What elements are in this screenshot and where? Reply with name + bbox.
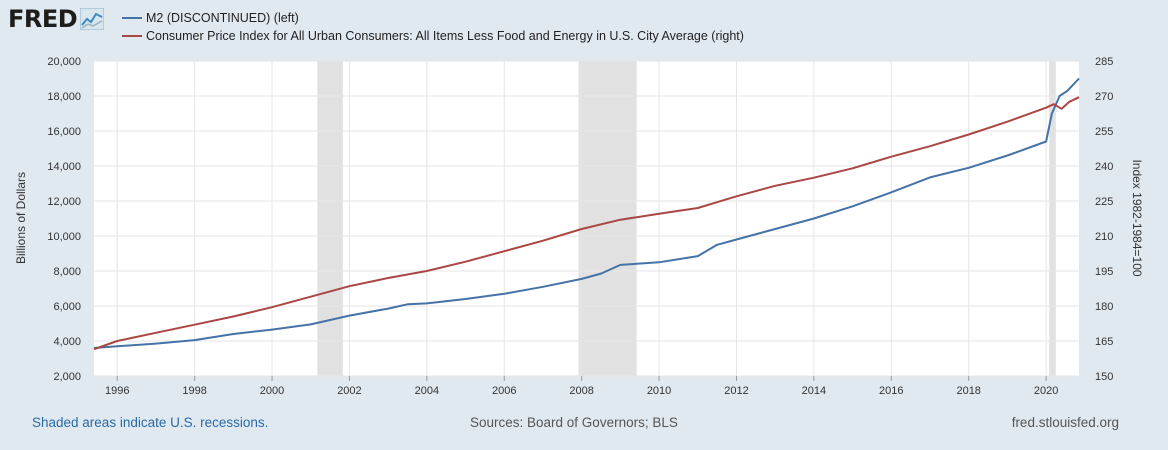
y-left-tick-label: 10,000 <box>47 231 81 243</box>
legend-item-cpi[interactable]: Consumer Price Index for All Urban Consu… <box>122 27 744 45</box>
recession-note-link[interactable]: Shaded areas indicate U.S. recessions. <box>32 415 269 430</box>
x-tick-label: 2006 <box>492 385 516 397</box>
y-left-tick-label: 2,000 <box>53 371 81 383</box>
legend-label-cpi: Consumer Price Index for All Urban Consu… <box>146 29 744 43</box>
grid-lines <box>94 60 1079 377</box>
series-line-m2 <box>93 77 1080 349</box>
y-left-axis-title: Billions of Dollars <box>14 172 28 264</box>
y-right-tick-label: 210 <box>1095 231 1113 243</box>
legend-label-m2: M2 (DISCONTINUED) (left) <box>146 11 299 25</box>
legend-swatch-cpi <box>122 35 142 37</box>
x-tick-label: 1998 <box>182 385 206 397</box>
y-right-tick-label: 255 <box>1095 126 1113 138</box>
y-right-axis-title: Index 1982-1984=100 <box>1130 159 1144 276</box>
legend-item-m2[interactable]: M2 (DISCONTINUED) (left) <box>122 9 744 27</box>
x-tick-label: 2008 <box>569 385 593 397</box>
recession-band-0 <box>317 61 343 376</box>
y-right-tick-label: 225 <box>1095 196 1113 208</box>
series-line-cpi <box>93 96 1080 351</box>
y-left-ticks: 2,000 4,000 6,000 8,000 10,000 12,000 14,000 16… <box>47 56 81 383</box>
chart-legend: M2 (DISCONTINUED) (left) Consumer Price … <box>122 9 744 45</box>
site-url[interactable]: fred.stlouisfed.org <box>1011 415 1119 430</box>
y-left-tick-label: 14,000 <box>47 161 81 173</box>
sources-text: Sources: Board of Governors; BLS <box>470 415 678 430</box>
y-right-ticks: 150 165 180 195 210 225 240 255 270 285 <box>1095 56 1113 383</box>
y-right-tick-label: 240 <box>1095 161 1113 173</box>
x-tick-label: 2010 <box>647 385 671 397</box>
x-tick-label: 2012 <box>724 385 748 397</box>
y-right-tick-label: 165 <box>1095 336 1113 348</box>
x-tick-label: 2000 <box>260 385 284 397</box>
y-left-tick-label: 16,000 <box>47 126 81 138</box>
x-tick-label: 2002 <box>337 385 361 397</box>
y-left-tick-label: 8,000 <box>53 266 81 278</box>
y-right-tick-label: 195 <box>1095 266 1113 278</box>
y-left-tick-label: 12,000 <box>47 196 81 208</box>
recession-band-2 <box>1049 61 1056 376</box>
x-tick-label: 2014 <box>802 385 826 397</box>
series-layer <box>93 77 1080 351</box>
y-right-tick-label: 150 <box>1095 371 1113 383</box>
y-left-tick-label: 6,000 <box>53 301 81 313</box>
logo-text: FRED <box>8 5 78 33</box>
y-right-tick-label: 180 <box>1095 301 1113 313</box>
line-chart-icon <box>80 8 105 30</box>
y-right-tick-label: 270 <box>1095 91 1113 103</box>
legend-swatch-m2 <box>122 17 142 19</box>
y-right-tick-label: 285 <box>1095 56 1113 68</box>
x-ticks: 1996 1998 2000 2002 2004 2006 2008 2010 2012 2014… <box>105 376 1058 397</box>
x-tick-label: 2004 <box>415 385 439 397</box>
x-tick-label: 2016 <box>879 385 903 397</box>
y-left-tick-label: 4,000 <box>53 336 81 348</box>
fred-logo[interactable]: FRED <box>8 5 105 33</box>
y-left-tick-label: 20,000 <box>47 56 81 68</box>
y-left-tick-label: 18,000 <box>47 91 81 103</box>
x-tick-label: 1996 <box>105 385 129 397</box>
x-tick-label: 2018 <box>956 385 980 397</box>
x-tick-label: 2020 <box>1034 385 1058 397</box>
